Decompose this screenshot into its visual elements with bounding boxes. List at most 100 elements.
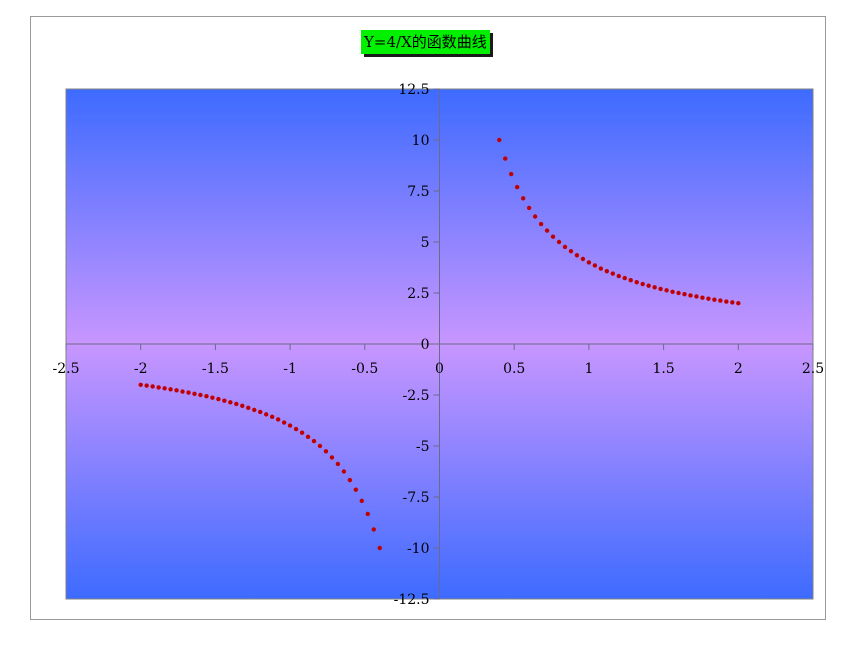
data-point (526, 205, 532, 211)
data-point (604, 268, 610, 274)
data-point (252, 407, 257, 413)
data-point (180, 389, 185, 394)
data-point (628, 277, 633, 283)
data-point (246, 405, 251, 411)
data-point (646, 283, 651, 288)
data-point (150, 384, 155, 389)
data-point (706, 296, 711, 301)
x-tick-label: 0.5 (503, 361, 525, 377)
data-point (305, 434, 311, 440)
data-point (580, 256, 586, 262)
data-point (359, 498, 365, 504)
data-point (293, 426, 299, 432)
data-point (688, 293, 693, 298)
data-point (275, 417, 281, 422)
data-point (562, 244, 568, 250)
x-tick-label: -0.5 (351, 361, 378, 377)
data-point (281, 420, 287, 425)
data-point (371, 527, 376, 532)
y-tick-label: 7.5 (407, 184, 429, 200)
data-point (736, 301, 741, 306)
data-point (377, 545, 382, 551)
data-point (317, 443, 323, 449)
data-point (718, 298, 723, 303)
data-point (240, 403, 245, 409)
y-tick-label: 5 (421, 235, 430, 251)
data-point (622, 275, 627, 281)
data-point (652, 285, 657, 290)
data-point (712, 297, 717, 302)
data-point (550, 234, 556, 239)
data-point (335, 461, 341, 467)
data-point (700, 295, 705, 300)
data-point (586, 260, 592, 265)
y-tick-label: -7.5 (403, 490, 430, 506)
data-point (347, 477, 353, 483)
data-points (138, 137, 741, 551)
data-point (532, 214, 538, 219)
data-point (538, 221, 544, 227)
x-tick-label: -1 (283, 361, 297, 377)
y-tick-label: -12.5 (394, 592, 430, 608)
data-point (234, 401, 239, 407)
y-tick-labels: 12.5 10 7.5 5 2.5 0 -2.5 -5 -7.5 -10 -12.5 (394, 82, 430, 608)
data-point (216, 396, 221, 402)
y-tick-label: 0 (421, 337, 430, 353)
data-point (610, 271, 616, 276)
data-point (258, 409, 263, 415)
y-tick-label: 12.5 (398, 82, 429, 98)
chart-title: Y=4/X的函数曲线 (361, 30, 490, 54)
y-tick-label: 10 (412, 133, 430, 149)
data-point (634, 279, 639, 285)
data-point (724, 299, 729, 304)
data-point (269, 414, 275, 420)
data-point (162, 386, 167, 391)
data-point (616, 273, 621, 279)
data-point (640, 281, 645, 287)
x-tick-label: 2.5 (802, 361, 824, 377)
x-tick-labels: -2.5 -2 -1.5 -1 -0.5 0 0.5 1 1.5 2 2.5 (53, 361, 825, 377)
data-point (520, 196, 526, 201)
data-point (138, 382, 143, 387)
data-point (323, 449, 329, 454)
x-tick-label: 1.5 (652, 361, 674, 377)
data-point (341, 469, 347, 474)
data-point (311, 438, 317, 444)
data-point (204, 394, 209, 399)
data-point (658, 286, 663, 292)
data-point (186, 390, 191, 395)
x-tick-label: 1 (584, 361, 593, 377)
data-point (670, 289, 675, 294)
data-point (263, 412, 269, 417)
data-point (287, 423, 293, 428)
x-tick-label: -1.5 (202, 361, 229, 377)
data-point (514, 184, 520, 190)
data-point (198, 392, 203, 398)
data-point (598, 266, 604, 271)
data-point (664, 288, 669, 293)
data-point (222, 398, 227, 403)
data-point (365, 511, 370, 517)
data-point (592, 263, 598, 268)
data-point (556, 239, 562, 245)
data-point (682, 292, 687, 297)
x-tick-label: 0 (435, 361, 444, 377)
data-point (210, 395, 215, 400)
data-point (299, 430, 305, 435)
y-tick-label: -10 (407, 541, 430, 557)
data-point (228, 400, 233, 405)
data-point (544, 228, 550, 233)
y-tick-label: 2.5 (407, 286, 429, 302)
data-point (174, 388, 179, 393)
data-point (509, 171, 514, 177)
data-point (168, 387, 173, 392)
axes (65, 88, 814, 600)
data-point (353, 487, 359, 492)
x-tick-label: 2 (734, 361, 743, 377)
data-point (568, 248, 574, 254)
x-tick-label: -2 (134, 361, 148, 377)
data-point (497, 137, 502, 143)
data-point (144, 383, 149, 388)
x-tick-label: -2.5 (53, 361, 80, 377)
